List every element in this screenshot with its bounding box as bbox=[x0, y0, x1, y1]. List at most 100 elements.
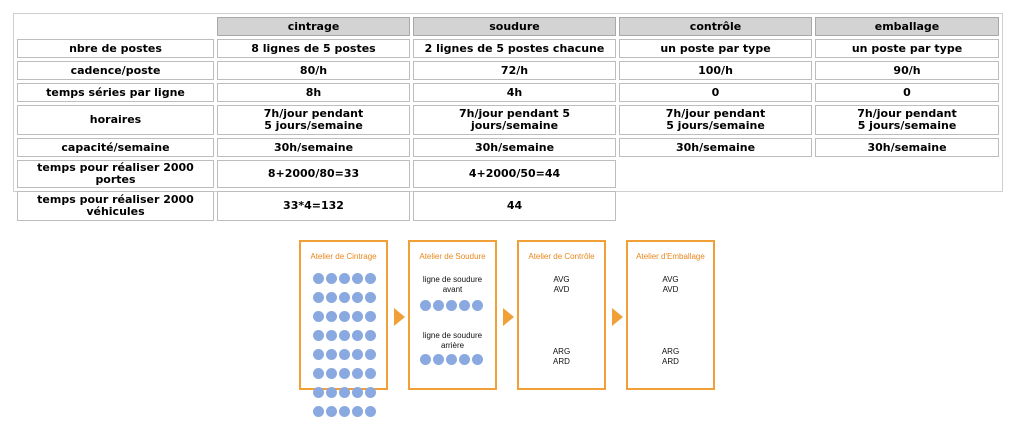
row-label: temps pour réaliser 2000 portes bbox=[17, 160, 214, 188]
station-dot-icon bbox=[433, 300, 444, 311]
station-dot-icon bbox=[326, 368, 337, 379]
station-dot-icon bbox=[352, 349, 363, 360]
station-dot-icon bbox=[326, 311, 337, 322]
workshop-title: Atelier de Soudure bbox=[419, 252, 486, 261]
station-dot-icon bbox=[352, 273, 363, 284]
station-dot-icon bbox=[459, 354, 470, 365]
line-rear-stations bbox=[420, 354, 485, 373]
station-dot-icon bbox=[446, 354, 457, 365]
column-header: emballage bbox=[815, 17, 999, 36]
table-cell: 4h bbox=[413, 83, 616, 102]
table-row: temps pour réaliser 2000 véhicules 33*4=… bbox=[17, 191, 999, 221]
station-dot-icon bbox=[446, 300, 457, 311]
empty-cell bbox=[619, 160, 812, 188]
station-dot-icon bbox=[339, 292, 350, 303]
empty-cell bbox=[815, 191, 999, 221]
station-dot-icon bbox=[326, 406, 337, 417]
flow-arrow-icon bbox=[503, 308, 514, 326]
table-cell: 72/h bbox=[413, 61, 616, 80]
row-label: temps pour réaliser 2000 véhicules bbox=[17, 191, 214, 221]
station-dot-icon bbox=[365, 273, 376, 284]
table-cell: 30h/semaine bbox=[413, 138, 616, 157]
workshop-controle-box: Atelier de Contrôle AVG AVD ARG ARD bbox=[517, 240, 606, 390]
table-row: cadence/poste 80/h 72/h 100/h 90/h bbox=[17, 61, 999, 80]
station-dot-icon bbox=[365, 292, 376, 303]
table-cell: 7h/jour pendant 5 jours/semaine bbox=[413, 105, 616, 135]
table-cell: 8h bbox=[217, 83, 410, 102]
table-row: temps séries par ligne 8h 4h 0 0 bbox=[17, 83, 999, 102]
cintrage-stations-grid bbox=[313, 273, 383, 425]
station-dot-icon bbox=[352, 292, 363, 303]
empty-cell bbox=[815, 160, 999, 188]
table-row: capacité/semaine 30h/semaine 30h/semaine… bbox=[17, 138, 999, 157]
row-label: capacité/semaine bbox=[17, 138, 214, 157]
column-header: cintrage bbox=[217, 17, 410, 36]
station-dot-icon bbox=[420, 354, 431, 365]
workshop-title: Atelier de Contrôle bbox=[528, 252, 595, 261]
station-dot-icon bbox=[313, 292, 324, 303]
front-positions-label: AVG AVD bbox=[553, 275, 570, 294]
station-dot-icon bbox=[339, 387, 350, 398]
station-dot-icon bbox=[365, 406, 376, 417]
empty-cell bbox=[619, 191, 812, 221]
table-cell: 0 bbox=[619, 83, 812, 102]
table-cell: 30h/semaine bbox=[217, 138, 410, 157]
station-dot-icon bbox=[433, 354, 444, 365]
station-dot-icon bbox=[352, 406, 363, 417]
workshop-title: Atelier de Cintrage bbox=[310, 252, 377, 261]
table-header-row: cintrage soudure contrôle emballage bbox=[17, 17, 999, 36]
table-cell: 7h/jour pendant 5 jours/semaine bbox=[217, 105, 410, 135]
workshop-emballage-box: Atelier d'Emballage AVG AVD ARG ARD bbox=[626, 240, 715, 390]
table-row: horaires 7h/jour pendant 5 jours/semaine… bbox=[17, 105, 999, 135]
workshop-title: Atelier d'Emballage bbox=[636, 252, 705, 261]
station-dot-icon bbox=[352, 387, 363, 398]
station-dot-icon bbox=[339, 368, 350, 379]
front-positions-label: AVG AVD bbox=[662, 275, 679, 294]
table-cell: 33*4=132 bbox=[217, 191, 410, 221]
table-row: temps pour réaliser 2000 portes 8+2000/8… bbox=[17, 160, 999, 188]
station-dot-icon bbox=[352, 330, 363, 341]
line-front-stations bbox=[420, 300, 485, 319]
table-cell: un poste par type bbox=[815, 39, 999, 58]
row-label: cadence/poste bbox=[17, 61, 214, 80]
table-cell: 100/h bbox=[619, 61, 812, 80]
station-dot-icon bbox=[472, 300, 483, 311]
station-dot-icon bbox=[326, 349, 337, 360]
station-dot-icon bbox=[472, 354, 483, 365]
station-dot-icon bbox=[313, 406, 324, 417]
station-dot-icon bbox=[326, 387, 337, 398]
rear-positions-label: ARG ARD bbox=[552, 347, 571, 366]
station-dot-icon bbox=[326, 330, 337, 341]
station-dot-icon bbox=[313, 311, 324, 322]
station-dot-icon bbox=[365, 330, 376, 341]
station-dot-icon bbox=[313, 349, 324, 360]
station-dot-icon bbox=[352, 368, 363, 379]
workshop-flow-diagram: Atelier de Cintrage Atelier de Soudure l… bbox=[299, 240, 721, 417]
column-header: contrôle bbox=[619, 17, 812, 36]
capacity-table: cintrage soudure contrôle emballage nbre… bbox=[14, 14, 1002, 224]
station-dot-icon bbox=[365, 387, 376, 398]
station-dot-icon bbox=[339, 330, 350, 341]
rear-positions-label: ARG ARD bbox=[661, 347, 680, 366]
workshop-soudure-box: Atelier de Soudure ligne de soudure avan… bbox=[408, 240, 497, 390]
table-cell: 7h/jour pendant 5 jours/semaine bbox=[815, 105, 999, 135]
station-dot-icon bbox=[339, 273, 350, 284]
line-rear-label: ligne de soudure arrière bbox=[422, 331, 483, 350]
station-dot-icon bbox=[326, 273, 337, 284]
row-label: horaires bbox=[17, 105, 214, 135]
station-dot-icon bbox=[352, 311, 363, 322]
table-cell: 90/h bbox=[815, 61, 999, 80]
table-cell: un poste par type bbox=[619, 39, 812, 58]
table-row: nbre de postes 8 lignes de 5 postes 2 li… bbox=[17, 39, 999, 58]
flow-arrow-icon bbox=[394, 308, 405, 326]
header-corner bbox=[17, 17, 214, 36]
station-dot-icon bbox=[365, 368, 376, 379]
station-dot-icon bbox=[339, 311, 350, 322]
station-dot-icon bbox=[313, 368, 324, 379]
column-header: soudure bbox=[413, 17, 616, 36]
table-cell: 30h/semaine bbox=[815, 138, 999, 157]
station-dot-icon bbox=[459, 300, 470, 311]
workshop-cintrage-box: Atelier de Cintrage bbox=[299, 240, 388, 417]
station-dot-icon bbox=[365, 311, 376, 322]
station-dot-icon bbox=[313, 330, 324, 341]
